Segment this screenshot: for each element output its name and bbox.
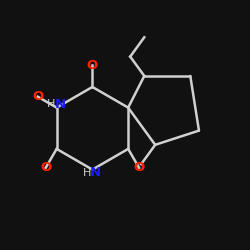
Text: O: O — [32, 90, 44, 103]
Text: H: H — [47, 99, 55, 109]
Text: O: O — [40, 161, 52, 174]
Text: N: N — [54, 98, 66, 111]
Text: O: O — [87, 59, 98, 72]
Text: O: O — [134, 161, 145, 174]
Text: N: N — [90, 166, 101, 179]
Text: H: H — [83, 168, 91, 178]
